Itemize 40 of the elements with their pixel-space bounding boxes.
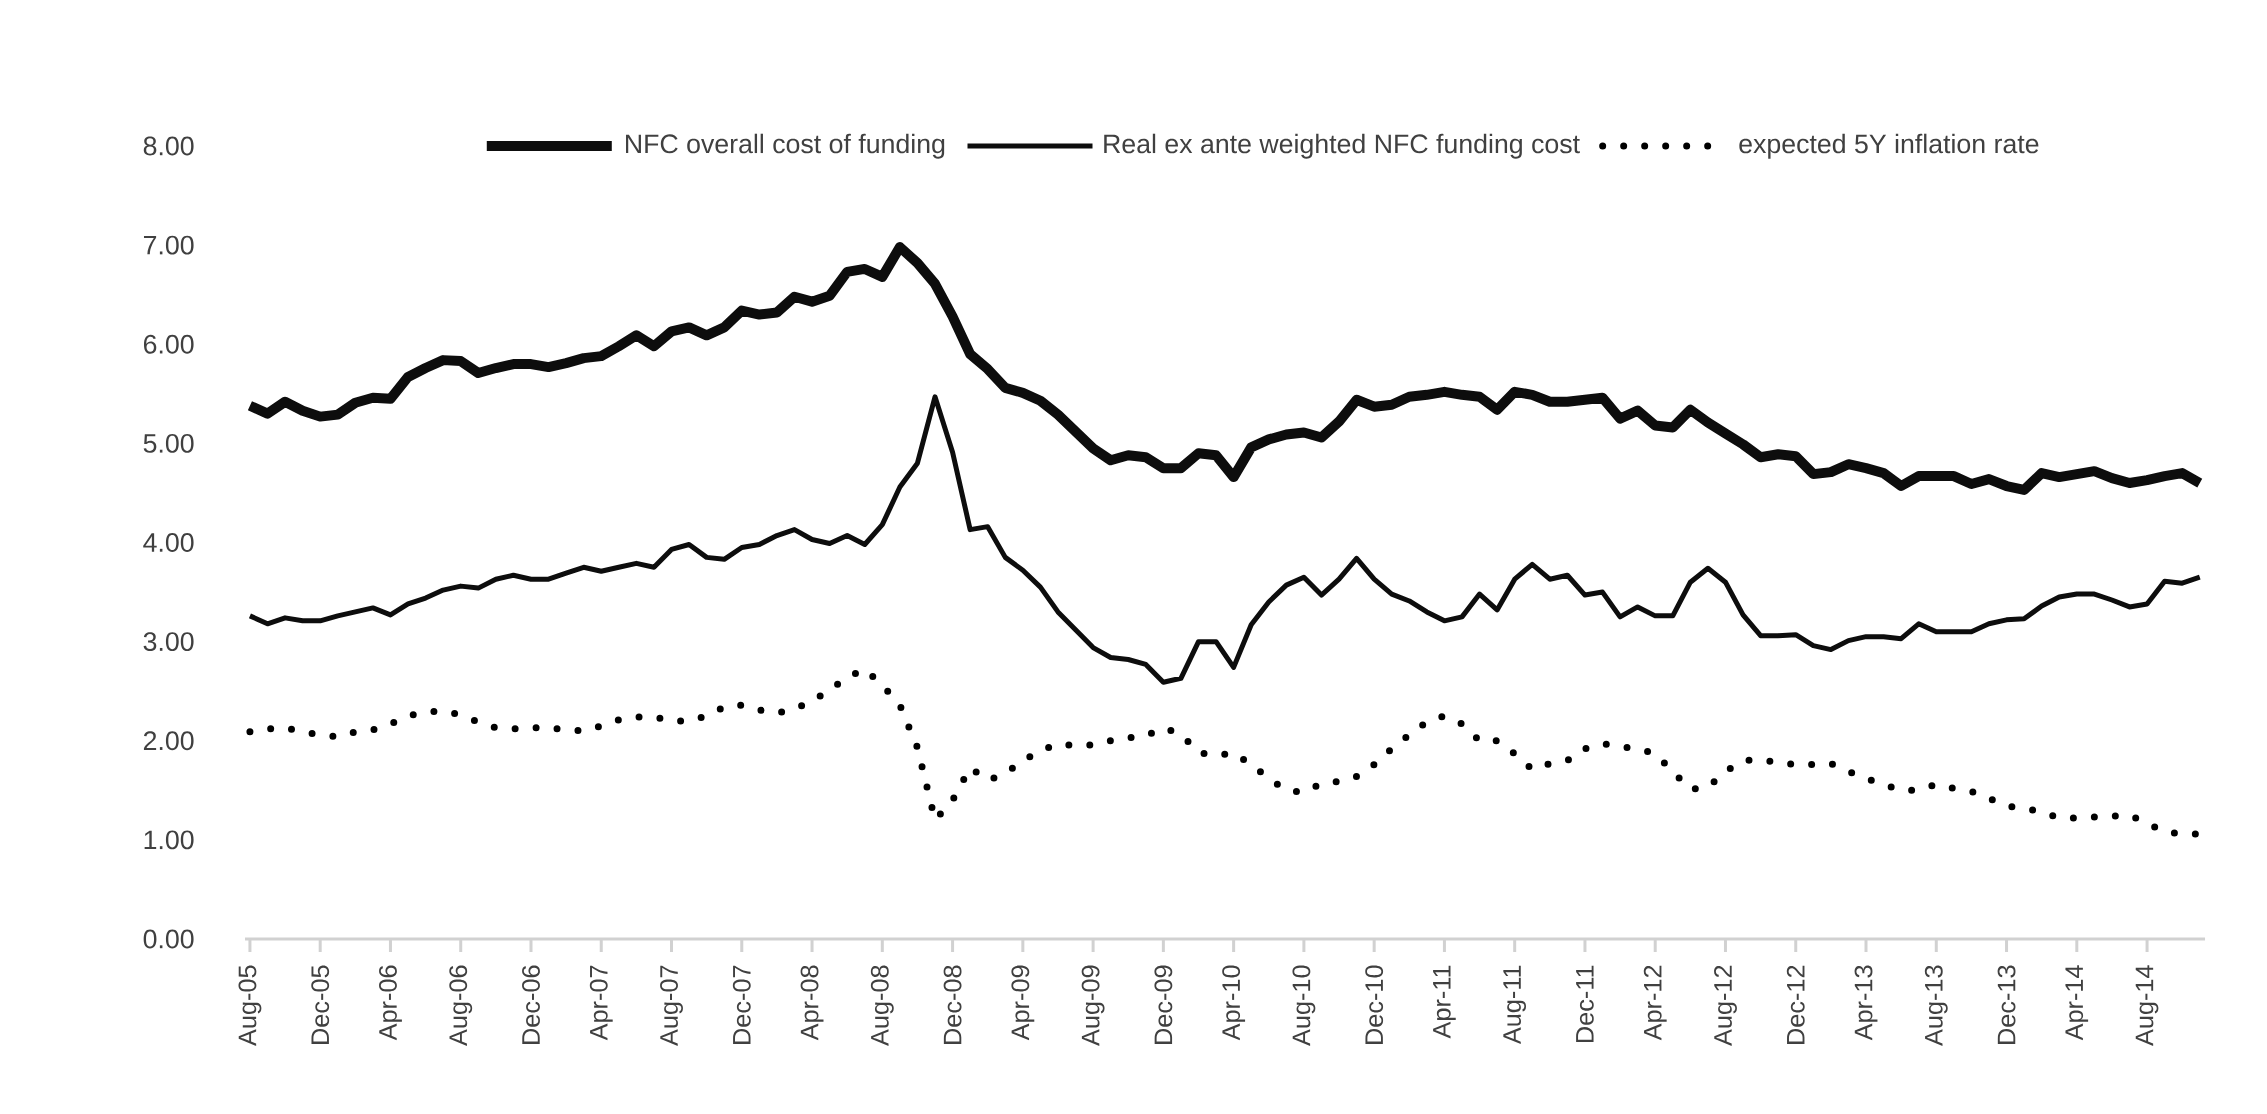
x-tick-label: Apr-09 xyxy=(1011,965,1035,1041)
x-tick-label: Aug-07 xyxy=(660,965,683,1046)
x-tick-label: Apr-11 xyxy=(1433,965,1456,1039)
x-tick-label: Dec-12 xyxy=(1786,965,1805,1044)
y-tick-label: 3.00 xyxy=(143,632,194,652)
x-tick-label: Aug-05 xyxy=(238,965,262,1046)
x-tick-label: Aug-06 xyxy=(449,965,473,1046)
y-tick-label: 5.00 xyxy=(143,433,194,453)
x-tick-label: Dec-05 xyxy=(311,965,330,1044)
x-tick-label: Aug-14 xyxy=(2135,965,2159,1046)
legend-label: NFC overall cost of funding xyxy=(626,133,945,159)
x-tick-label: Aug-12 xyxy=(1714,965,1737,1046)
x-tick-label: Aug-08 xyxy=(870,965,894,1046)
x-tick-label: Dec-09 xyxy=(1154,965,1173,1044)
x-tick-label: Dec-08 xyxy=(943,965,962,1044)
x-tick-label: Dec-06 xyxy=(522,965,540,1044)
y-tick-label: 2.00 xyxy=(143,731,194,751)
x-tick-label: Apr-12 xyxy=(1643,965,1667,1041)
x-tick-label: Dec-07 xyxy=(732,965,751,1044)
y-tick-label: 8.00 xyxy=(143,136,194,156)
x-tick-label: Aug-13 xyxy=(1924,965,1948,1046)
y-tick-label: 6.00 xyxy=(143,334,194,354)
y-tick-label: 7.00 xyxy=(143,235,194,255)
x-tick-label: Aug-09 xyxy=(1081,965,1105,1046)
legend-label: Real ex ante weighted NFC funding cost xyxy=(1104,133,1580,159)
y-tick-label: 4.00 xyxy=(143,533,194,552)
x-tick-label: Dec-13 xyxy=(1997,965,2016,1044)
y-tick-label: 1.00 xyxy=(144,830,194,850)
x-tick-label: Dec-11 xyxy=(1576,965,1594,1043)
x-tick-label: Aug-10 xyxy=(1292,965,1316,1046)
x-tick-label: Dec-10 xyxy=(1365,965,1384,1044)
x-tick-label: Apr-10 xyxy=(1222,965,1246,1041)
x-tick-label: Apr-14 xyxy=(2065,965,2089,1041)
x-tick-label: Apr-08 xyxy=(800,965,824,1041)
x-tick-label: Apr-06 xyxy=(379,965,402,1041)
x-tick-label: Apr-07 xyxy=(589,965,613,1041)
y-tick-label: 0.00 xyxy=(143,929,194,949)
legend-label: expected 5Y inflation rate xyxy=(1739,133,2039,159)
x-tick-label: Aug-11 xyxy=(1503,965,1526,1045)
x-tick-label: Apr-13 xyxy=(1854,965,1878,1041)
